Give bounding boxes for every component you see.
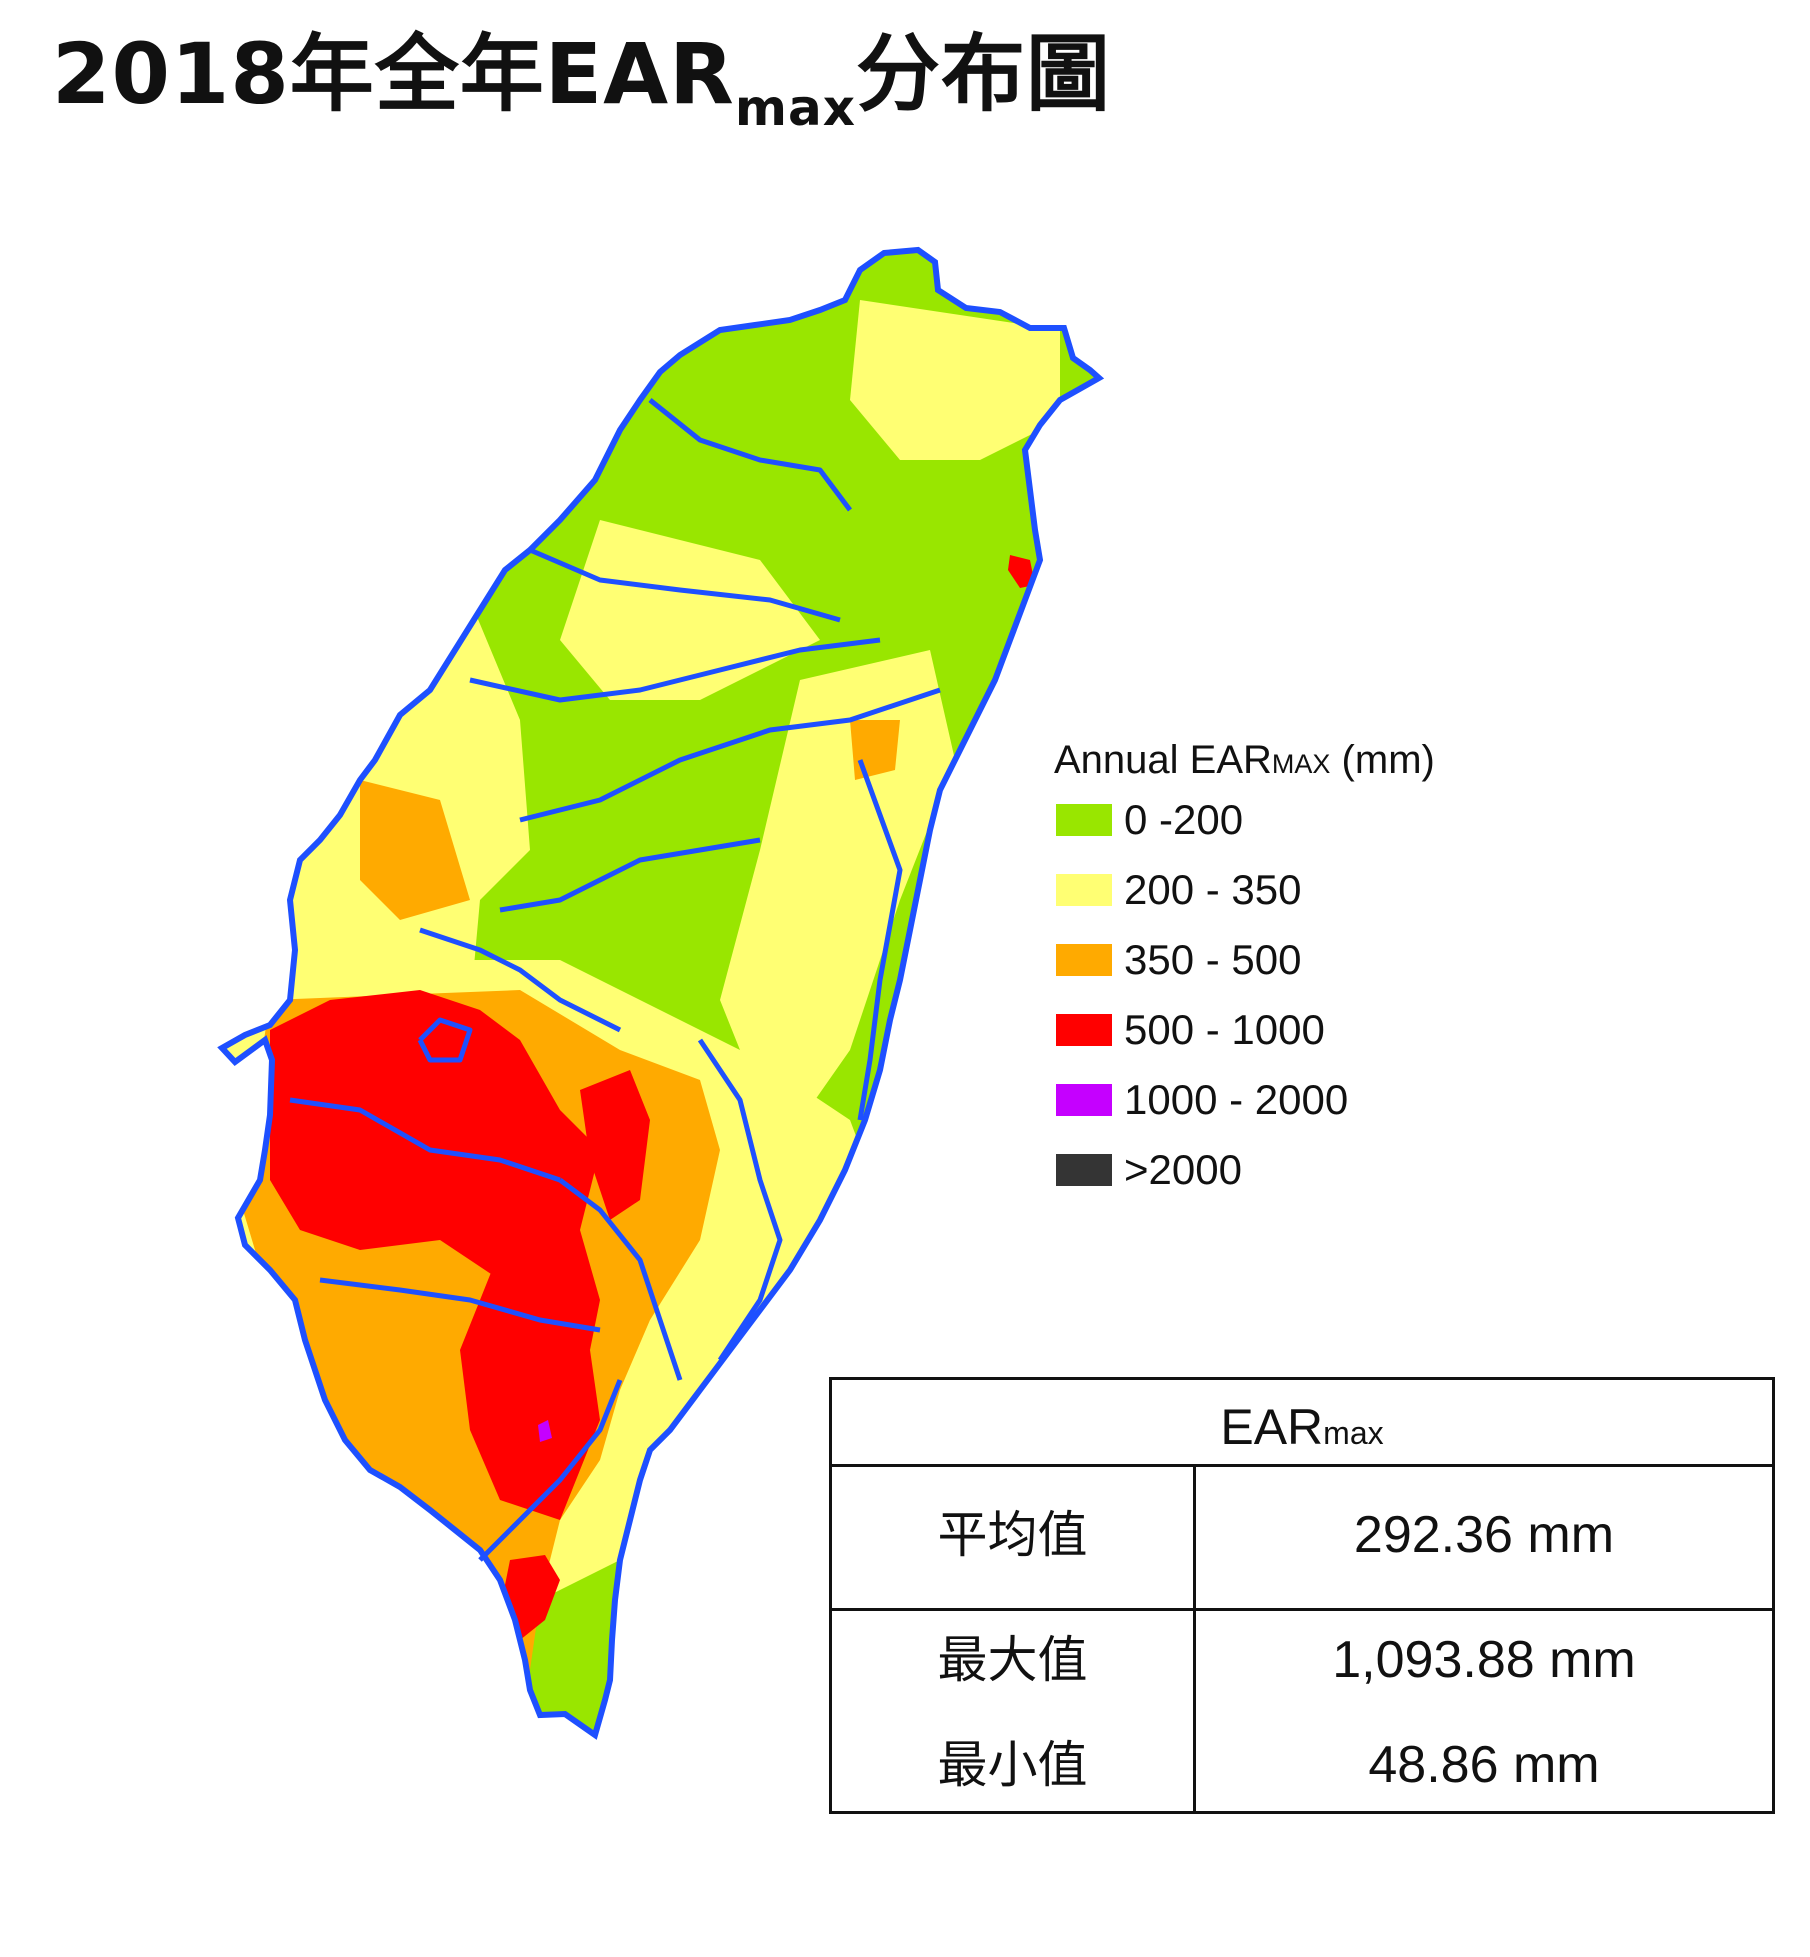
legend-item: 500 - 1000 <box>1054 1004 1435 1074</box>
map-title: 2018年全年EARmax分布圖 <box>52 24 1111 138</box>
boundary-west-1 <box>419 927 622 1033</box>
stats-row-max-label: 最大值 <box>937 1631 1088 1689</box>
stats-row-mean-label: 平均值 <box>937 1506 1088 1564</box>
map-zone-yellow-north <box>850 300 1060 460</box>
legend-title-main: Annual EAR <box>1054 738 1272 782</box>
map-zone-red-mountain <box>580 1070 650 1220</box>
legend-title-subscript: MAX <box>1271 749 1331 779</box>
legend-item: 1000 - 2000 <box>1054 1074 1435 1144</box>
boundary-central-2 <box>519 687 941 823</box>
legend-label: 1000 - 2000 <box>1124 1076 1349 1123</box>
legend-label: >2000 <box>1124 1146 1242 1193</box>
boundary-south-2 <box>558 1178 683 1381</box>
legend-title-suffix: (mm) <box>1330 738 1435 782</box>
legend-label: 200 - 350 <box>1124 866 1302 913</box>
map-zone-yellow-central <box>560 520 820 700</box>
boundary-east-2 <box>697 1038 783 1362</box>
stats-column-divider <box>1193 1464 1196 1811</box>
legend-item: >2000 <box>1054 1144 1435 1214</box>
stats-row-divider <box>832 1608 1772 1611</box>
legend-swatch <box>1056 944 1112 976</box>
stats-table: EARmax 平均值 292.36 mm 最大值 1,093.88 mm 最小值… <box>829 1377 1775 1814</box>
boundary-ring <box>417 1017 473 1063</box>
boundary-south-3 <box>319 1277 601 1333</box>
legend-item: 350 - 500 <box>1054 934 1435 1004</box>
boundary-north-2 <box>529 547 841 623</box>
legend-swatch <box>1056 874 1112 906</box>
stats-row-mean-value: 292.36 mm <box>1353 1506 1615 1564</box>
boundary-river-south <box>478 1379 623 1562</box>
boundary-central-3 <box>499 837 761 913</box>
legend-item: 200 - 350 <box>1054 864 1435 934</box>
stats-header: EARmax <box>832 1380 1772 1467</box>
map-zone-red-northeast <box>1008 555 1035 588</box>
legend-swatch <box>1056 1154 1112 1186</box>
map-zone-orange-west <box>360 780 470 920</box>
stats-header-subscript: max <box>1323 1415 1384 1451</box>
legend-swatch <box>1056 1084 1112 1116</box>
boundary-north-1 <box>648 398 852 512</box>
map-zone-yellow-east <box>720 650 955 1150</box>
boundary-south-1 <box>289 1097 561 1183</box>
legend-swatch <box>1056 804 1112 836</box>
legend-title: Annual EARMAX (mm) <box>1054 730 1435 794</box>
stats-row-max-value: 1,093.88 mm <box>1332 1631 1636 1689</box>
map-legend: Annual EARMAX (mm) 0 -200 200 - 350 350 - … <box>1054 730 1435 1214</box>
map-zone-purple-peak <box>538 1420 552 1442</box>
title-main: 2018年全年EAR <box>52 25 735 123</box>
legend-item: 0 -200 <box>1054 794 1435 864</box>
boundary-east-1 <box>857 759 903 1121</box>
stats-row-min-value: 48.86 mm <box>1368 1736 1600 1794</box>
stats-header-main: EAR <box>1220 1399 1324 1455</box>
boundary-central-1 <box>469 637 881 703</box>
legend-label: 0 -200 <box>1124 796 1244 843</box>
title-subscript: max <box>734 79 856 137</box>
legend-swatch <box>1056 1014 1112 1046</box>
legend-label: 500 - 1000 <box>1124 1006 1325 1053</box>
basin-boundaries <box>289 398 941 1562</box>
stats-row-min-label: 最小值 <box>937 1736 1088 1794</box>
legend-label: 350 - 500 <box>1124 936 1302 983</box>
map-zone-red-southwest <box>270 990 600 1350</box>
title-suffix: 分布圖 <box>855 25 1111 123</box>
map-zone-red-south <box>460 1250 600 1520</box>
